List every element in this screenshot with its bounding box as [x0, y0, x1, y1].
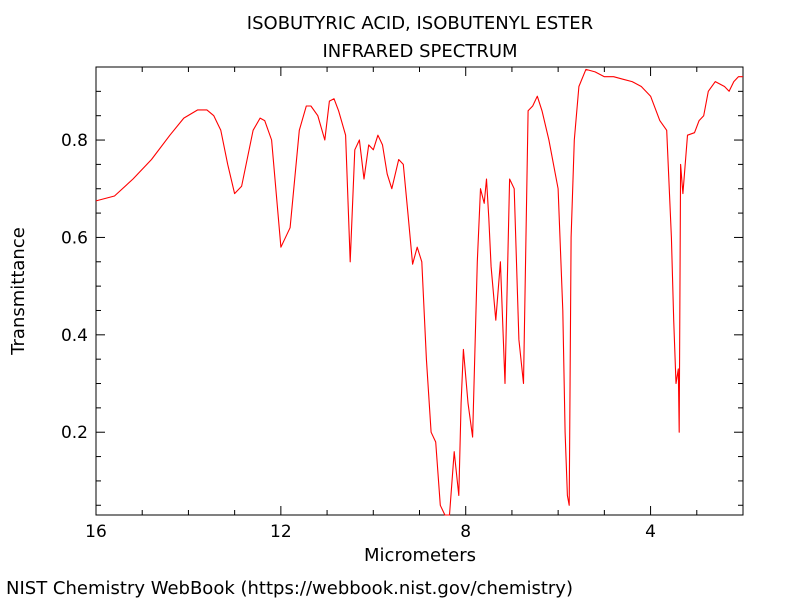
x-tick-label: 4	[645, 522, 656, 542]
chart-title: ISOBUTYRIC ACID, ISOBUTENYL ESTER	[247, 13, 593, 34]
y-tick-label: 0.4	[61, 326, 88, 346]
x-axis-label: Micrometers	[364, 545, 476, 566]
x-tick-label: 8	[460, 522, 471, 542]
source-credit: NIST Chemistry WebBook (https://webbook.…	[6, 578, 573, 599]
y-tick-label: 0.8	[61, 131, 88, 151]
x-tick-label: 12	[270, 522, 292, 542]
plot-frame	[95, 66, 744, 516]
x-tick-label: 16	[85, 522, 107, 542]
x-tick-labels: 16 12 8 4	[85, 522, 656, 542]
y-tick-label: 0.2	[61, 423, 88, 443]
chart-subtitle: INFRARED SPECTRUM	[322, 41, 517, 62]
spectrum-line	[95, 68, 743, 516]
y-axis-ticks	[96, 90, 743, 506]
y-tick-labels: 0.2 0.4 0.6 0.8	[61, 131, 88, 443]
x-axis-ticks	[95, 67, 744, 515]
y-axis-label: Transmittance	[8, 227, 29, 356]
y-tick-label: 0.6	[61, 228, 88, 248]
spectrum-series	[95, 68, 743, 516]
